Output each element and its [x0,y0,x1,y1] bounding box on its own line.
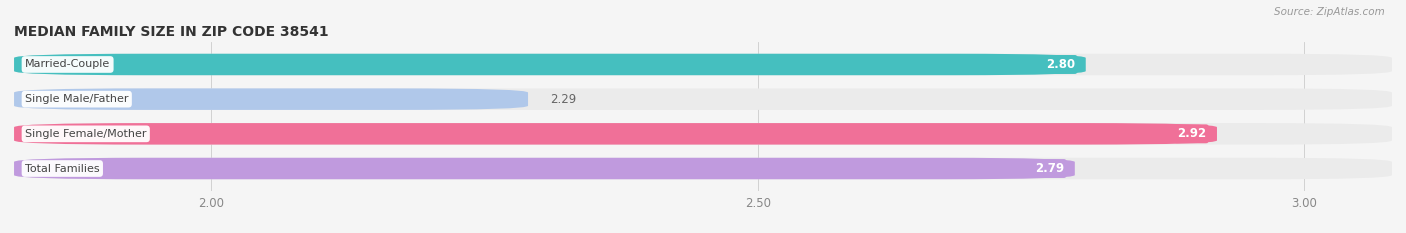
FancyBboxPatch shape [14,88,529,110]
Text: Single Female/Mother: Single Female/Mother [25,129,146,139]
FancyBboxPatch shape [14,158,1392,179]
FancyBboxPatch shape [14,54,1085,75]
FancyBboxPatch shape [14,123,1392,145]
FancyBboxPatch shape [14,88,1392,110]
Text: MEDIAN FAMILY SIZE IN ZIP CODE 38541: MEDIAN FAMILY SIZE IN ZIP CODE 38541 [14,25,329,39]
FancyBboxPatch shape [14,158,1074,179]
Text: 2.29: 2.29 [550,93,576,106]
FancyBboxPatch shape [14,123,1218,145]
FancyBboxPatch shape [14,54,1392,75]
Text: 2.80: 2.80 [1046,58,1074,71]
Text: Married-Couple: Married-Couple [25,59,110,69]
Text: Total Families: Total Families [25,164,100,174]
Text: Single Male/Father: Single Male/Father [25,94,128,104]
Text: 2.92: 2.92 [1177,127,1206,140]
Text: Source: ZipAtlas.com: Source: ZipAtlas.com [1274,7,1385,17]
Text: 2.79: 2.79 [1035,162,1064,175]
